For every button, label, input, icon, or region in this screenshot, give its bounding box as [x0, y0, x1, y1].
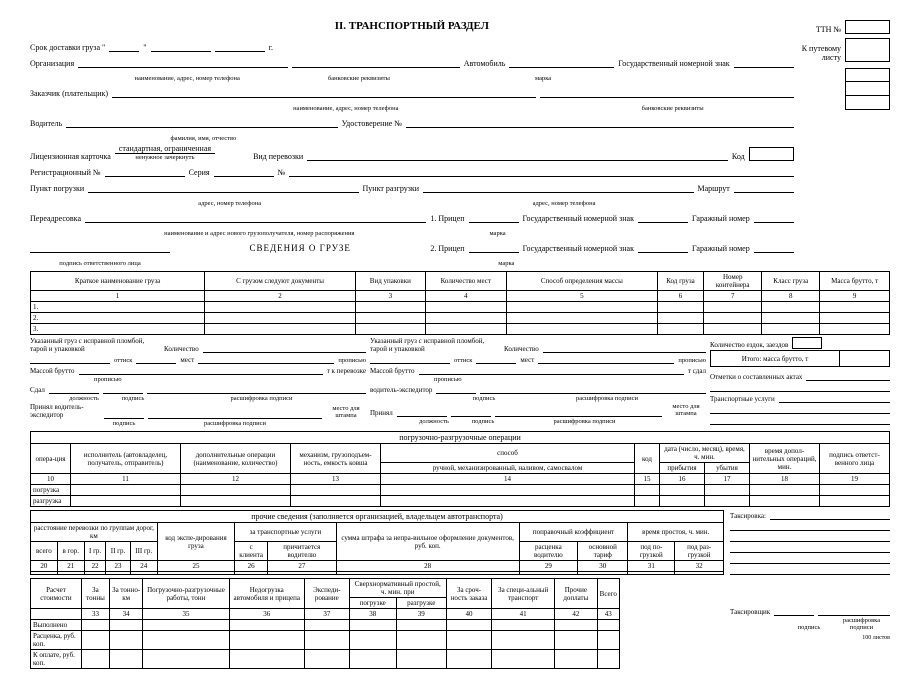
- marka-sub: марка: [497, 75, 590, 82]
- ttn-label: ТТН №: [816, 25, 841, 34]
- rb2[interactable]: [845, 82, 890, 96]
- svedenia-title: СВЕДЕНИЯ О ГРУЗЕ: [250, 243, 351, 253]
- lic-label: Лицензионная карточка: [30, 152, 111, 161]
- listu-label: листу: [802, 53, 841, 62]
- gar1-label: Гаражный номер: [692, 214, 750, 223]
- gos1-label: Государственный номерной знак: [618, 59, 729, 68]
- ukaz2: Указанный груз с исправной пломбой, таро…: [370, 337, 500, 353]
- avto-label: Автомобиль: [464, 59, 506, 68]
- reg-label: Регистрационный №: [30, 168, 101, 177]
- gar2-label: Гаражный номер: [692, 244, 750, 253]
- srok-label: Срок доставки груза ": [30, 43, 105, 52]
- marshrut-label: Маршрут: [698, 184, 730, 193]
- vod-eksp: водитель-экспедитор: [370, 386, 432, 394]
- org-sub: наименование, адрес, номер телефона: [94, 75, 280, 82]
- massoy1: Массой брутто: [30, 367, 75, 375]
- pereadr-sub: наименование и адрес нового грузополучат…: [99, 230, 420, 237]
- pogr-title: погрузочно-разгрузочные операции: [31, 432, 890, 444]
- kod-label: Код: [732, 152, 745, 161]
- adr-sub1: адрес, номер телефона: [104, 200, 355, 207]
- zak-sub: наименование, адрес, номер телефона: [144, 105, 548, 112]
- podpis-otv: подпись ответственного лица: [30, 260, 170, 267]
- otmetki: Отметки о составленных актах: [710, 373, 802, 381]
- ser-label: Серия: [189, 168, 210, 177]
- kput-label: К путевому: [802, 44, 841, 53]
- main-title: II. ТРАНСПОРТНЫЙ РАЗДЕЛ: [30, 20, 794, 32]
- prochie-table: прочие сведения (заполняется организацие…: [30, 510, 724, 575]
- ukaz1: Указанный груз с исправной пломбой, таро…: [30, 337, 160, 353]
- cargo-table: Краткое наименование грузаС грузом следу…: [30, 271, 890, 335]
- udost-label: Удостоверение №: [342, 119, 402, 128]
- taksirovka: Таксировка:: [730, 512, 766, 520]
- bank-sub2: банковские реквизиты: [552, 105, 794, 112]
- transp-usl: Транспортные услуги: [710, 395, 775, 403]
- rb3[interactable]: [845, 96, 890, 110]
- gos3-label: Государственный номерной знак: [523, 244, 634, 253]
- prinyal: Принял: [370, 409, 393, 417]
- vid-label: Вид перевозки: [253, 152, 303, 161]
- itogo: Итого: масса брутто, т: [711, 351, 840, 367]
- vod-label: Водитель: [30, 119, 62, 128]
- nom-label: №: [278, 168, 286, 177]
- prinyal-v: Принял водитель-экспедитор: [30, 403, 100, 419]
- ttn-box[interactable]: [845, 20, 890, 34]
- razgruz-label: Пункт разгрузки: [363, 184, 420, 193]
- g-label: г.: [269, 43, 273, 52]
- listov: 100 листов: [730, 635, 890, 641]
- adr-sub2: адрес, номер телефона: [438, 200, 689, 207]
- pr2-label: 2. Прицеп: [430, 244, 464, 253]
- lic-opt: стандартная, ограниченная: [115, 144, 215, 154]
- pereadr-label: Переадресовка: [30, 214, 81, 223]
- gos2-label: Государственный номерной знак: [523, 214, 634, 223]
- lic-sub: ненужное зачеркнуть: [135, 154, 194, 161]
- massoy2: Массой брутто: [370, 367, 415, 375]
- fio-sub: фамилия, имя, отчество: [79, 135, 328, 142]
- zak-label: Заказчик (плательщик): [30, 89, 108, 98]
- raschet-table: Расчет стоимости За тонныЗа тонно-км Пог…: [30, 578, 620, 669]
- kod-box[interactable]: [749, 147, 794, 161]
- kol-ezd: Количество ездок, заездов: [710, 341, 788, 349]
- pr1-label: 1. Прицеп: [430, 214, 464, 223]
- marka-sub2: марка: [473, 230, 523, 237]
- kol1: Количество: [164, 345, 199, 353]
- sdal: Сдал: [30, 386, 45, 394]
- marka-sub3: марка: [481, 260, 531, 267]
- taksir: Таксировщик: [730, 608, 770, 616]
- pogruz-label: Пункт погрузки: [30, 184, 84, 193]
- org-label: Организация: [30, 59, 74, 68]
- rb1[interactable]: [845, 68, 890, 82]
- bank-sub: банковские реквизиты: [284, 75, 433, 82]
- pogr-table: погрузочно-разгрузочные операции опера-ц…: [30, 431, 890, 507]
- put-box[interactable]: [845, 38, 890, 62]
